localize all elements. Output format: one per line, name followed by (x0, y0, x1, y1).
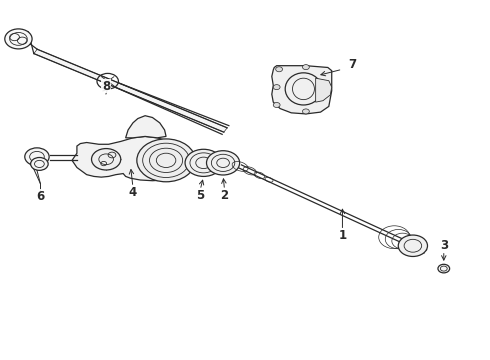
Circle shape (302, 64, 309, 69)
Polygon shape (316, 78, 332, 102)
Circle shape (206, 151, 240, 175)
Circle shape (30, 157, 48, 170)
Circle shape (273, 85, 280, 90)
Text: 5: 5 (196, 189, 204, 202)
Circle shape (92, 149, 121, 170)
Circle shape (137, 139, 196, 182)
Polygon shape (125, 116, 166, 138)
Circle shape (276, 67, 283, 72)
Polygon shape (272, 66, 332, 114)
Polygon shape (72, 136, 194, 181)
Circle shape (438, 264, 450, 273)
Text: 1: 1 (339, 229, 346, 242)
Circle shape (398, 235, 427, 256)
Text: 7: 7 (348, 58, 356, 72)
Circle shape (5, 29, 32, 49)
Text: 8: 8 (102, 80, 110, 93)
Text: 3: 3 (440, 239, 448, 252)
Circle shape (25, 148, 49, 166)
Circle shape (185, 149, 222, 176)
Text: 4: 4 (129, 186, 137, 199)
Circle shape (302, 109, 309, 114)
Circle shape (273, 103, 280, 108)
Text: 2: 2 (220, 189, 229, 202)
Polygon shape (34, 49, 227, 132)
Text: 6: 6 (36, 190, 45, 203)
